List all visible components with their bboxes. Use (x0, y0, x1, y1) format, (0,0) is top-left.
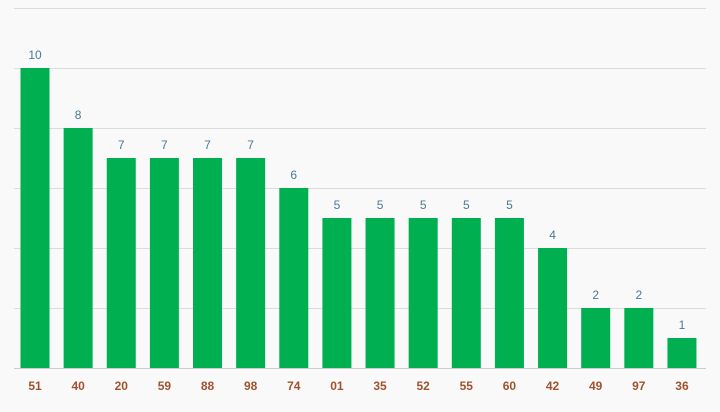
x-tick-label-74: 74 (287, 379, 301, 393)
value-label-51: 10 (28, 48, 42, 62)
bar-20 (106, 158, 136, 368)
bar-97 (624, 308, 654, 368)
bar-59 (149, 158, 179, 368)
x-tick-label-40: 40 (71, 379, 85, 393)
x-tick-label-88: 88 (201, 379, 215, 393)
bar-88 (193, 158, 223, 368)
bars (20, 68, 697, 368)
value-label-49: 2 (592, 288, 599, 302)
value-label-42: 4 (549, 228, 556, 242)
bar-40 (63, 128, 93, 368)
value-label-60: 5 (506, 198, 513, 212)
bar-01 (322, 218, 352, 368)
value-label-40: 8 (75, 108, 82, 122)
x-tick-label-55: 55 (460, 379, 474, 393)
x-tick-label-60: 60 (503, 379, 517, 393)
value-label-35: 5 (377, 198, 384, 212)
x-tick-label-01: 01 (330, 379, 344, 393)
bar-42 (538, 248, 568, 368)
value-label-36: 1 (679, 318, 686, 332)
x-tick-label-51: 51 (28, 379, 42, 393)
value-label-55: 5 (463, 198, 470, 212)
value-label-01: 5 (334, 198, 341, 212)
x-tick-label-35: 35 (373, 379, 387, 393)
bar-51 (20, 68, 50, 368)
bar-74 (279, 188, 309, 368)
value-label-88: 7 (204, 138, 211, 152)
x-tick-label-97: 97 (632, 379, 646, 393)
bar-98 (236, 158, 266, 368)
x-tick-label-49: 49 (589, 379, 603, 393)
value-label-52: 5 (420, 198, 427, 212)
x-tick-label-42: 42 (546, 379, 560, 393)
value-labels: 10 8 7 7 7 7 6 5 5 5 5 5 4 2 2 1 (28, 48, 685, 332)
bar-36 (667, 338, 697, 368)
x-tick-label-20: 20 (115, 379, 129, 393)
value-label-74: 6 (290, 168, 297, 182)
bar-52 (408, 218, 438, 368)
x-tick-labels: 51 40 20 59 88 98 74 01 35 52 55 60 42 49 97 36 (28, 379, 689, 393)
x-tick-label-98: 98 (244, 379, 258, 393)
value-label-97: 2 (635, 288, 642, 302)
value-label-98: 7 (247, 138, 254, 152)
value-label-20: 7 (118, 138, 125, 152)
bar-49 (581, 308, 611, 368)
x-tick-label-36: 36 (675, 379, 689, 393)
bar-60 (494, 218, 524, 368)
bar-55 (451, 218, 481, 368)
bar-35 (365, 218, 395, 368)
x-tick-label-59: 59 (158, 379, 172, 393)
value-label-59: 7 (161, 138, 168, 152)
x-tick-label-52: 52 (416, 379, 430, 393)
